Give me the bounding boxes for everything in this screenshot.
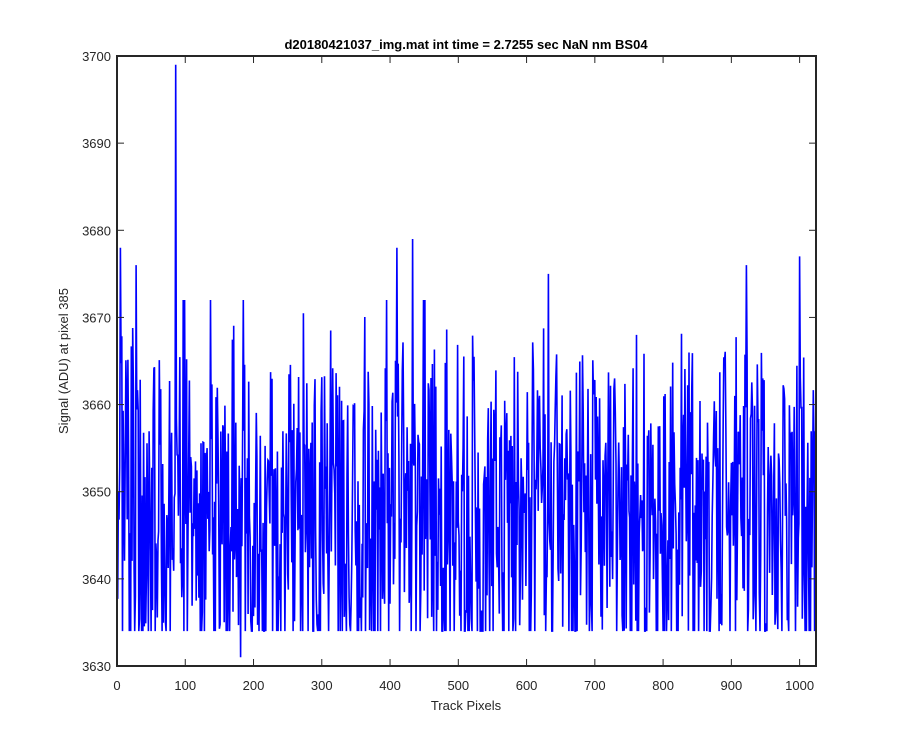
y-tick-label: 3690 [82,136,111,151]
y-tick-label: 3670 [82,310,111,325]
y-tick-label: 3640 [82,572,111,587]
y-tick-label: 3630 [82,659,111,674]
x-tick-label: 800 [652,678,674,693]
x-tick-label: 1000 [785,678,814,693]
series-layer [116,64,817,658]
y-tick-label: 3680 [82,223,111,238]
x-axis-label: Track Pixels [431,698,502,713]
x-tick-label: 100 [174,678,196,693]
x-tick-label: 400 [379,678,401,693]
x-tick-label: 500 [447,678,469,693]
x-tick-label: 0 [113,678,120,693]
tick-labels: 0 100 200 300 400 500 600 700 800 900 1000 3630 3640… [82,49,814,693]
y-tick-label: 3700 [82,49,111,64]
x-tick-label: 700 [584,678,606,693]
axes-box [116,55,817,667]
x-tick-label: 200 [243,678,265,693]
y-tick-label: 3650 [82,485,111,500]
signal-series-line [116,64,817,658]
x-tick-label: 600 [516,678,538,693]
axes-layer [116,55,817,667]
x-tick-label: 900 [721,678,743,693]
x-tick-label: 300 [311,678,333,693]
y-axis-label: Signal (ADU) at pixel 385 [56,288,71,434]
y-tick-label: 3660 [82,398,111,413]
chart-title: d20180421037_img.mat int time = 2.7255 s… [284,37,648,52]
